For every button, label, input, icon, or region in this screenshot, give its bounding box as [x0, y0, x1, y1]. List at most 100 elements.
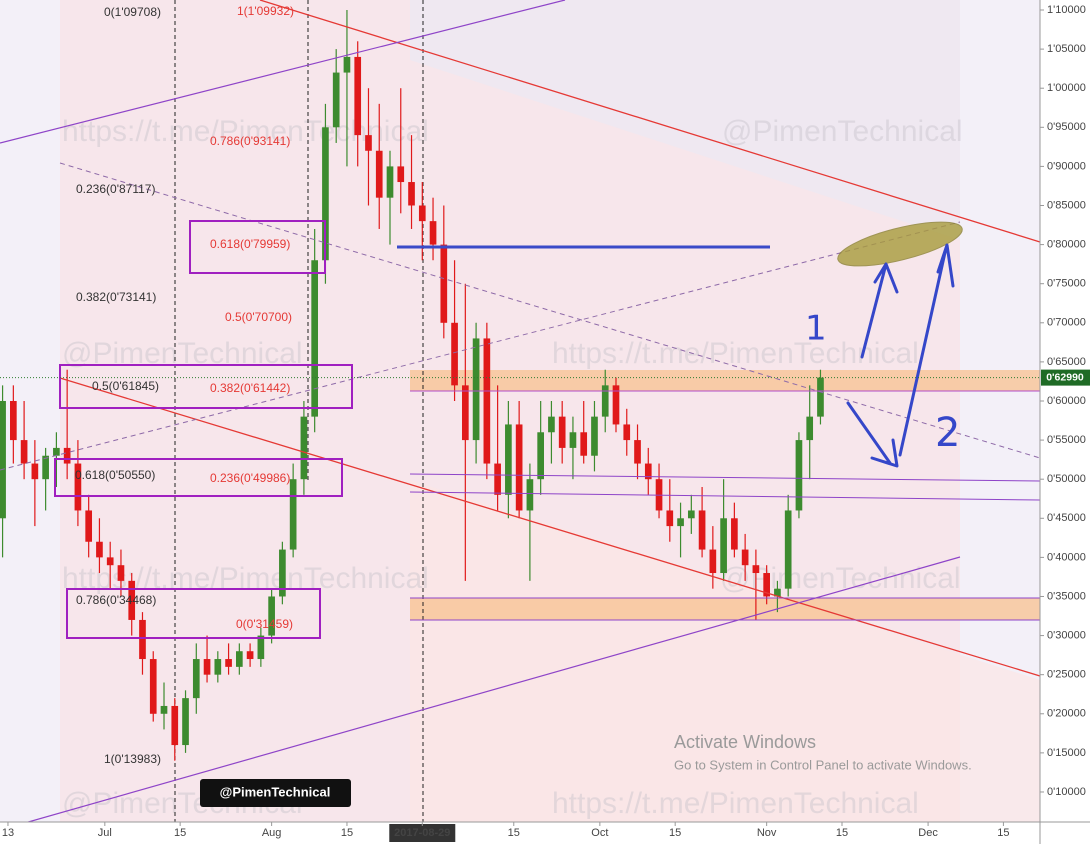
candle-body — [644, 463, 652, 480]
x-tick-label: 15 — [997, 827, 1009, 839]
candle-body — [752, 565, 760, 574]
candle-body — [731, 518, 738, 550]
x-tick-label: 15 — [508, 827, 520, 839]
y-tick-label: 1'05000 — [1047, 43, 1086, 55]
y-tick-label: 0'15000 — [1047, 747, 1086, 759]
candle-body — [203, 659, 211, 675]
resistance-band — [410, 370, 1040, 391]
y-tick-label: 0'80000 — [1047, 239, 1086, 251]
candle-body — [96, 541, 103, 558]
candle-body — [289, 479, 297, 550]
watermark: https://t.me/PimenTechnical — [552, 787, 919, 820]
projection-arrows — [846, 243, 955, 468]
candle-body — [386, 166, 394, 198]
candle-body — [408, 182, 415, 206]
y-tick-label: 0'70000 — [1047, 317, 1086, 329]
hand-label: 1 — [805, 309, 827, 349]
fib-label: 0.236(0'49986) — [210, 471, 290, 485]
candle-body — [698, 510, 706, 550]
last-price-label: 0'62990 — [1046, 371, 1084, 383]
badge-background — [200, 779, 351, 807]
y-tick-label: 0'20000 — [1047, 708, 1086, 720]
fib-label: 0.618(0'79959) — [210, 237, 290, 251]
watermark: @PimenTechnical — [722, 115, 963, 148]
y-tick-label: 1'00000 — [1047, 82, 1086, 94]
candle-body — [354, 56, 362, 136]
candle-body — [182, 698, 189, 746]
fib-boxes — [54, 220, 353, 639]
candle-body — [526, 479, 534, 511]
y-tick-label: 0'30000 — [1047, 629, 1086, 641]
x-tick-label: 15 — [669, 827, 681, 839]
x-tick-label: Jul — [98, 827, 112, 839]
y-tick-label: 0'10000 — [1047, 786, 1086, 798]
candle-body — [63, 447, 71, 464]
trend-lines — [0, 0, 1041, 831]
candle-body — [591, 416, 598, 456]
candle-body — [677, 518, 684, 527]
y-tick-label: 0'35000 — [1047, 590, 1086, 602]
y-tick-label: 0'95000 — [1047, 121, 1086, 133]
candle-body — [623, 424, 631, 441]
fib-label: 1(1'09932) — [237, 4, 294, 18]
candle-body — [505, 424, 512, 495]
candle-body — [418, 205, 426, 222]
x-tick-label: 15 — [341, 827, 353, 839]
channel-zone — [410, 480, 1040, 822]
candle-body — [687, 510, 695, 519]
candle-body — [160, 705, 168, 714]
fib-label: 0.618(0'50550) — [75, 468, 155, 482]
candle-body — [569, 432, 577, 448]
candle-body — [817, 377, 824, 417]
fib-label: 0.786(0'93141) — [210, 134, 290, 148]
last-price-box — [1041, 369, 1090, 386]
candle-body — [548, 416, 555, 433]
candle-body — [558, 416, 566, 448]
candle-body — [451, 322, 458, 386]
fib-label: 0(0'31459) — [236, 617, 293, 631]
candle-body — [612, 385, 620, 425]
candle-body — [214, 659, 222, 675]
candle-body — [74, 463, 82, 511]
candle-body — [709, 549, 717, 574]
axis-labels: 1'10000 1'05000 1'00000 0'95000 0'90000 0'850… — [2, 4, 1086, 842]
y-tick-label: 0'40000 — [1047, 551, 1086, 563]
candle-body — [774, 588, 781, 597]
fib-label: 0.786(0'34468) — [76, 593, 156, 607]
vertical-markers — [174, 0, 424, 822]
fib-label: 0.5(0'70700) — [225, 310, 292, 324]
candle-body — [537, 432, 544, 480]
support-band — [410, 598, 1040, 620]
candle-body — [806, 416, 814, 441]
candle-body — [128, 580, 136, 620]
candle-body — [763, 573, 770, 597]
time-axis — [0, 822, 1040, 844]
x-tick-label: 2017-08-29 — [394, 827, 450, 839]
y-tick-label: 0'55000 — [1047, 434, 1086, 446]
badge: @PimenTechnical — [220, 784, 331, 799]
x-tick-label: Nov — [757, 827, 777, 839]
hand-label: 2 — [935, 410, 960, 456]
y-tick-label: 0'60000 — [1047, 395, 1086, 407]
candle-body — [483, 338, 491, 464]
candle-body — [666, 510, 674, 527]
candle-body — [85, 510, 93, 542]
candle-body — [246, 651, 254, 660]
x-tick-highlight — [389, 824, 456, 842]
candle-body — [0, 400, 6, 519]
candle-body — [784, 510, 792, 589]
candle-body — [365, 135, 372, 151]
candles — [0, 10, 824, 761]
notice-title: Activate Windows — [674, 732, 816, 752]
fib-label: 0.5(0'61845) — [92, 379, 159, 393]
x-tick-label: Dec — [918, 827, 938, 839]
channel-zone — [410, 0, 960, 240]
notice-text: Go to System in Control Panel to activat… — [674, 757, 972, 772]
candle-body — [53, 447, 60, 456]
candle-body — [741, 549, 749, 566]
candle-body — [225, 659, 232, 667]
candle-body — [634, 440, 641, 464]
candle-body — [720, 518, 727, 574]
